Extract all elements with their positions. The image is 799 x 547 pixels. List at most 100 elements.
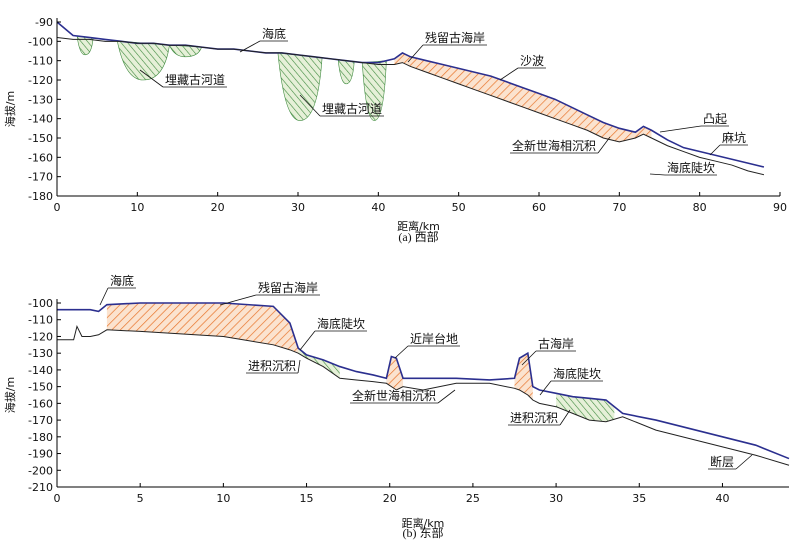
- annotation: 进积沉积: [248, 359, 296, 373]
- channel-fill: [277, 52, 323, 121]
- y-axis-label: 海拔/m: [3, 91, 17, 127]
- profile-line: [56, 21, 765, 168]
- annotation: 古海岸: [538, 336, 574, 351]
- x-tick-label: 35: [632, 492, 646, 505]
- x-axis-label: 距离/km: [397, 219, 440, 233]
- annotation: 海底陡坎: [317, 316, 365, 331]
- annotation-leader: [407, 44, 424, 63]
- profile-line: [56, 36, 765, 176]
- y-tick-label: -160: [28, 151, 53, 164]
- hatch-area: [556, 393, 615, 422]
- annotation: 海底陡坎: [667, 160, 715, 175]
- annotation-leader: [299, 94, 321, 117]
- y-tick-label: -150: [28, 381, 53, 394]
- y-tick-label: -200: [28, 464, 53, 477]
- caption: (a) 西部: [398, 229, 438, 244]
- x-tick-label: 30: [291, 201, 305, 214]
- channel-fill: [116, 40, 170, 81]
- x-tick-label: 30: [549, 492, 563, 505]
- annotation: 进积沉积: [510, 411, 558, 425]
- y-tick-label: -90: [35, 16, 53, 29]
- annotation-leader: [559, 409, 571, 426]
- y-tick-label: -120: [28, 330, 53, 343]
- y-tick-label: -170: [28, 171, 53, 184]
- channel-fill: [76, 35, 94, 56]
- annotation: 残留古海岸: [258, 280, 318, 295]
- annotation: 全新世海相沉积: [512, 138, 596, 153]
- annotation: 残留古海岸: [425, 30, 485, 45]
- y-tick-label: -180: [28, 190, 53, 203]
- x-tick-label: 5: [137, 492, 144, 505]
- x-tick-label: 15: [300, 492, 314, 505]
- y-tick-label: -100: [28, 35, 53, 48]
- annotation: 海底: [110, 273, 134, 288]
- x-tick-label: 70: [612, 201, 626, 214]
- y-tick-label: -170: [28, 414, 53, 427]
- y-tick-label: -180: [28, 431, 53, 444]
- x-tick-label: 0: [54, 492, 61, 505]
- annotation-leader: [437, 389, 456, 404]
- annotation-leader: [394, 345, 409, 359]
- annotation-leader: [597, 136, 611, 154]
- annotation: 沙波: [520, 54, 544, 68]
- annotation-leader: [709, 144, 721, 156]
- annotation-leader: [299, 330, 316, 351]
- annotation-leader: [239, 40, 261, 53]
- annotation-leader: [99, 287, 109, 306]
- annotation-leader: [649, 173, 666, 176]
- y-axis-label: 海拔/m: [3, 377, 17, 413]
- x-tick-label: 80: [693, 201, 707, 214]
- y-tick-label: -120: [28, 74, 53, 87]
- hatch-area: [106, 303, 299, 354]
- annotation-leader: [521, 350, 537, 366]
- annotation: 海底陡坎: [553, 366, 601, 381]
- x-tick-label: 10: [130, 201, 144, 214]
- annotation-leader: [219, 294, 257, 306]
- annotation: 埋藏古河道: [322, 101, 382, 116]
- y-tick-label: -110: [28, 314, 53, 327]
- x-tick-label: 90: [773, 201, 787, 214]
- x-tick-label: 50: [452, 201, 466, 214]
- annotation: 断层: [710, 454, 734, 469]
- x-tick-label: 0: [54, 201, 61, 214]
- y-tick-label: -190: [28, 448, 53, 461]
- x-tick-label: 60: [532, 201, 546, 214]
- y-tick-label: -160: [28, 397, 53, 410]
- channel-fill: [337, 59, 355, 85]
- annotation: 海底: [262, 26, 286, 41]
- annotation: 全新世海相沉积: [352, 388, 436, 403]
- y-tick-label: -130: [28, 93, 53, 106]
- profile-line: [57, 324, 790, 466]
- y-tick-label: -140: [28, 113, 53, 126]
- annotation-leader: [297, 359, 301, 374]
- annotation: 埋藏古河道: [165, 72, 225, 87]
- annotation-leader: [659, 125, 702, 133]
- annotation-leader: [139, 69, 164, 88]
- annotation-leader: [539, 380, 552, 396]
- hatch-area: [514, 353, 533, 401]
- y-tick-label: -110: [28, 55, 53, 68]
- y-tick-label: -140: [28, 364, 53, 377]
- annotation: 麻坑: [722, 130, 746, 145]
- y-tick-label: -150: [28, 132, 53, 145]
- y-tick-label: -100: [28, 297, 53, 310]
- x-tick-label: 25: [466, 492, 480, 505]
- x-tick-label: 40: [715, 492, 729, 505]
- hatch-area: [386, 356, 404, 390]
- x-tick-label: 20: [383, 492, 397, 505]
- x-tick-label: 40: [371, 201, 385, 214]
- x-axis-label: 距离/km: [402, 516, 445, 530]
- annotation-leader: [499, 67, 519, 81]
- y-tick-label: -210: [28, 481, 53, 494]
- channel-fill: [169, 44, 203, 58]
- hatch-area: [394, 52, 652, 142]
- channel-fill: [361, 60, 387, 121]
- annotation: 近岸台地: [410, 331, 458, 346]
- caption: (b) 东部: [403, 525, 444, 540]
- x-tick-label: 10: [216, 492, 230, 505]
- x-tick-label: 20: [211, 201, 225, 214]
- annotation-leader: [735, 454, 753, 470]
- y-tick-label: -130: [28, 347, 53, 360]
- annotation: 凸起: [703, 112, 727, 126]
